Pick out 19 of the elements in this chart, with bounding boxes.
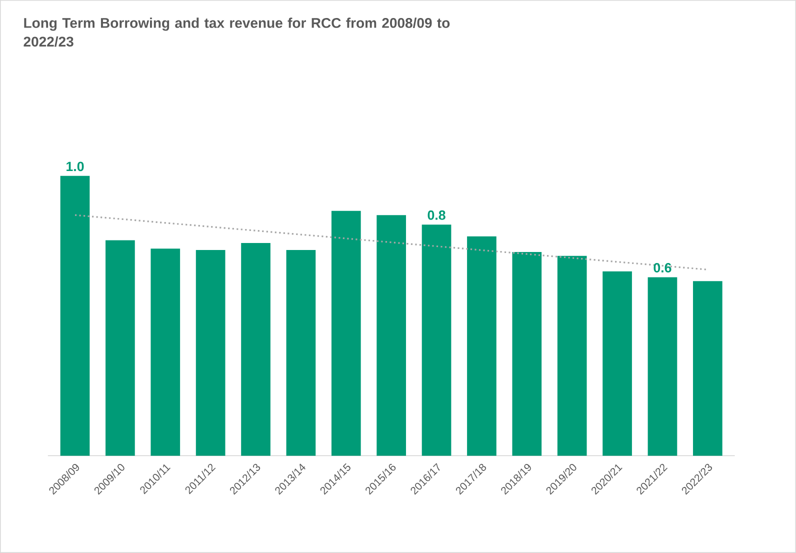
data-label: 1.0	[66, 162, 84, 172]
bar	[331, 210, 361, 456]
bar	[286, 250, 316, 456]
bar	[648, 277, 678, 456]
bar	[512, 252, 542, 456]
bar	[422, 224, 452, 456]
bar	[241, 243, 270, 456]
bar	[376, 215, 406, 456]
data-label: 0.6	[654, 263, 672, 272]
bar	[150, 248, 180, 456]
bar	[106, 240, 135, 456]
chart-title: Long Term Borrowing and tax revenue for RCC from 2008/09 to 2022/23	[24, 18, 450, 47]
bar	[557, 256, 587, 456]
data-label: 0.8	[428, 210, 446, 220]
bar	[467, 236, 496, 456]
bar	[602, 271, 632, 456]
bar	[692, 281, 722, 456]
bar	[60, 176, 90, 456]
bar	[196, 250, 226, 456]
